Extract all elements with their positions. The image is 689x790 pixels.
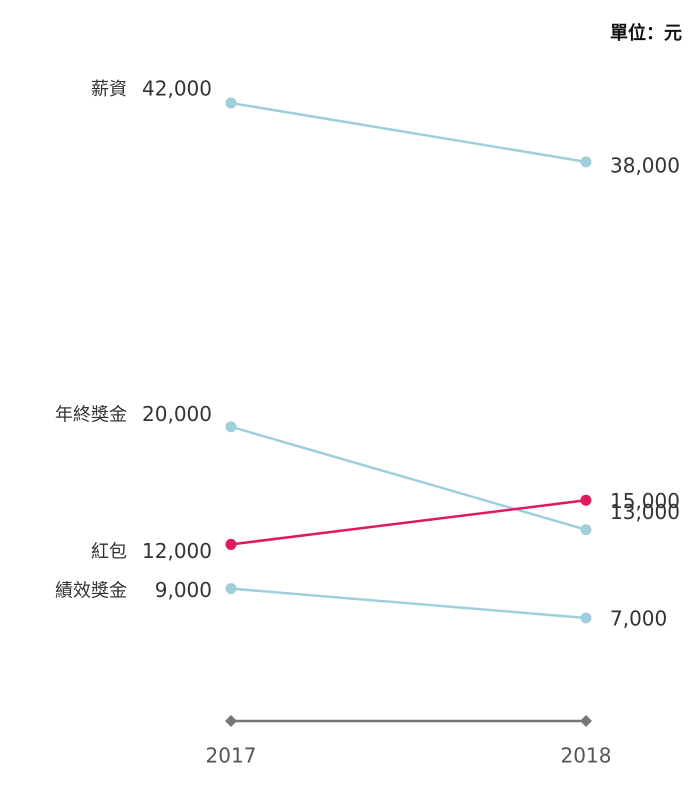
point (225, 538, 237, 550)
value-label: 7,000 (610, 607, 667, 631)
slope-line (230, 499, 587, 546)
slope-line (230, 587, 587, 620)
value-label: 38,000 (610, 153, 680, 177)
axis-end (580, 715, 592, 727)
series-name: 紅包 (91, 541, 127, 562)
point (580, 156, 592, 168)
series-name: 年終獎金 (55, 405, 127, 426)
x-tick-label: 2017 (206, 744, 257, 768)
axis-end (225, 715, 237, 727)
unit-label: 單位：元 (610, 22, 682, 44)
series-name: 薪資 (91, 79, 127, 100)
point (225, 421, 237, 433)
slope-line (230, 101, 587, 164)
point (580, 524, 592, 536)
value-label: 13,000 (610, 500, 680, 524)
value-label: 15,000 (610, 489, 680, 513)
value-label: 20,000 (142, 402, 212, 426)
point (225, 583, 237, 595)
value-label: 42,000 (142, 77, 212, 101)
slope-line (230, 425, 587, 531)
point (580, 494, 592, 506)
point (225, 97, 237, 109)
value-label: 9,000 (155, 578, 212, 602)
value-label: 12,000 (142, 539, 212, 563)
x-tick-label: 2018 (561, 744, 612, 768)
point (580, 612, 592, 624)
series-name: 績效獎金 (55, 581, 127, 602)
